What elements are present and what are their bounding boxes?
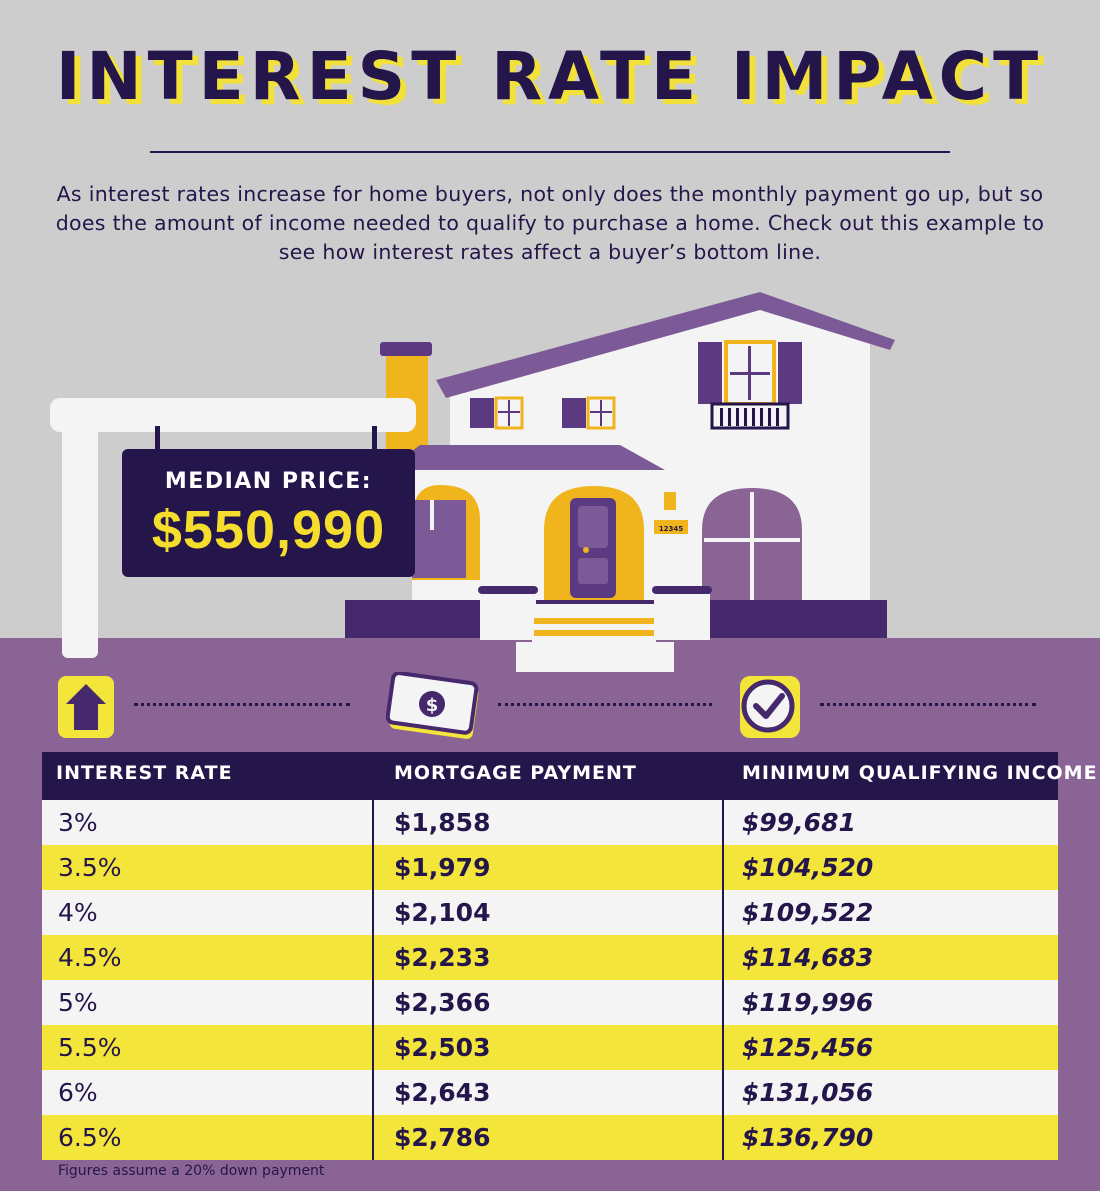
sign-post <box>62 410 98 658</box>
dotted-divider-1 <box>134 703 350 706</box>
footnote: Figures assume a 20% down payment <box>58 1163 325 1179</box>
rate-cell: 4% <box>58 898 98 927</box>
column-divider-1 <box>372 800 374 1160</box>
sign-arm <box>50 398 416 432</box>
house-illustration: 12345 <box>50 292 895 672</box>
income-cell: $99,681 <box>742 808 856 837</box>
income-cell: $109,522 <box>742 898 874 927</box>
table-row: 6.5% $2,786 $136,790 <box>42 1115 1058 1160</box>
header-minimum-income: MINIMUM QUALIFYING INCOME <box>742 762 1098 784</box>
table-row: 3.5% $1,979 $104,520 <box>42 845 1058 890</box>
payment-cell: $2,503 <box>394 1033 491 1062</box>
right-window-shutter-right <box>778 342 802 404</box>
dollar-bill-icon: $ <box>386 672 479 739</box>
table-row: 6% $2,643 $131,056 <box>42 1070 1058 1115</box>
chimney-cap <box>380 342 432 356</box>
rate-cell: 6% <box>58 1078 98 1107</box>
porch-rail-left <box>478 586 538 594</box>
income-cell: $104,520 <box>742 853 874 882</box>
rate-cell: 5% <box>58 988 98 1017</box>
table-row: 5% $2,366 $119,996 <box>42 980 1058 1025</box>
balcony <box>710 402 790 430</box>
rate-cell: 4.5% <box>58 943 122 972</box>
house-number-plate <box>654 520 688 534</box>
rates-table-body: 3% $1,858 $99,681 3.5% $1,979 $104,520 4% $2,10… <box>42 800 1058 1160</box>
table-row: 4.5% $2,233 $114,683 <box>42 935 1058 980</box>
porch-roof <box>400 445 665 470</box>
house-number: 12345 <box>659 525 683 533</box>
payment-cell: $1,979 <box>394 853 491 882</box>
rate-cell: 3% <box>58 808 98 837</box>
header-interest-rate: INTEREST RATE <box>56 762 233 784</box>
intro-paragraph: As interest rates increase for home buye… <box>55 182 1045 264</box>
table-row: 4% $2,104 $109,522 <box>42 890 1058 935</box>
median-price-label: MEDIAN PRICE: <box>164 469 373 494</box>
right-window-shutter-left <box>698 342 722 404</box>
title-divider <box>150 151 950 153</box>
payment-cell: $1,858 <box>394 808 491 837</box>
payment-cell: $2,643 <box>394 1078 491 1107</box>
payment-cell: $2,786 <box>394 1123 491 1152</box>
checkmark-icon <box>740 676 800 738</box>
rate-cell: 3.5% <box>58 853 122 882</box>
upper-roof <box>436 292 895 398</box>
column-divider-2 <box>722 800 724 1160</box>
svg-text:$: $ <box>426 695 439 716</box>
income-cell: $125,456 <box>742 1033 874 1062</box>
rate-cell: 5.5% <box>58 1033 122 1062</box>
payment-cell: $2,366 <box>394 988 491 1017</box>
income-cell: $119,996 <box>742 988 874 1017</box>
header-mortgage-payment: MORTGAGE PAYMENT <box>394 762 637 784</box>
income-cell: $136,790 <box>742 1123 874 1152</box>
income-cell: $114,683 <box>742 943 874 972</box>
income-cell: $131,056 <box>742 1078 874 1107</box>
median-price-value: $550,990 <box>151 500 386 560</box>
rate-cell: 6.5% <box>58 1123 122 1152</box>
porch-rail-right <box>652 586 712 594</box>
median-price-sign: MEDIAN PRICE: $550,990 <box>122 449 415 577</box>
payment-cell: $2,233 <box>394 943 491 972</box>
upper-window-left-shutter <box>470 398 494 428</box>
payment-cell: $2,104 <box>394 898 491 927</box>
dotted-divider-2 <box>498 703 712 706</box>
table-row: 3% $1,858 $99,681 <box>42 800 1058 845</box>
table-row: 5.5% $2,503 $125,456 <box>42 1025 1058 1070</box>
porch-lamp <box>664 492 676 510</box>
house-icon <box>58 676 114 738</box>
page-title: INTEREST RATE IMPACT <box>55 38 1045 115</box>
dotted-divider-3 <box>820 703 1036 706</box>
upper-window-mid-shutter <box>562 398 586 428</box>
